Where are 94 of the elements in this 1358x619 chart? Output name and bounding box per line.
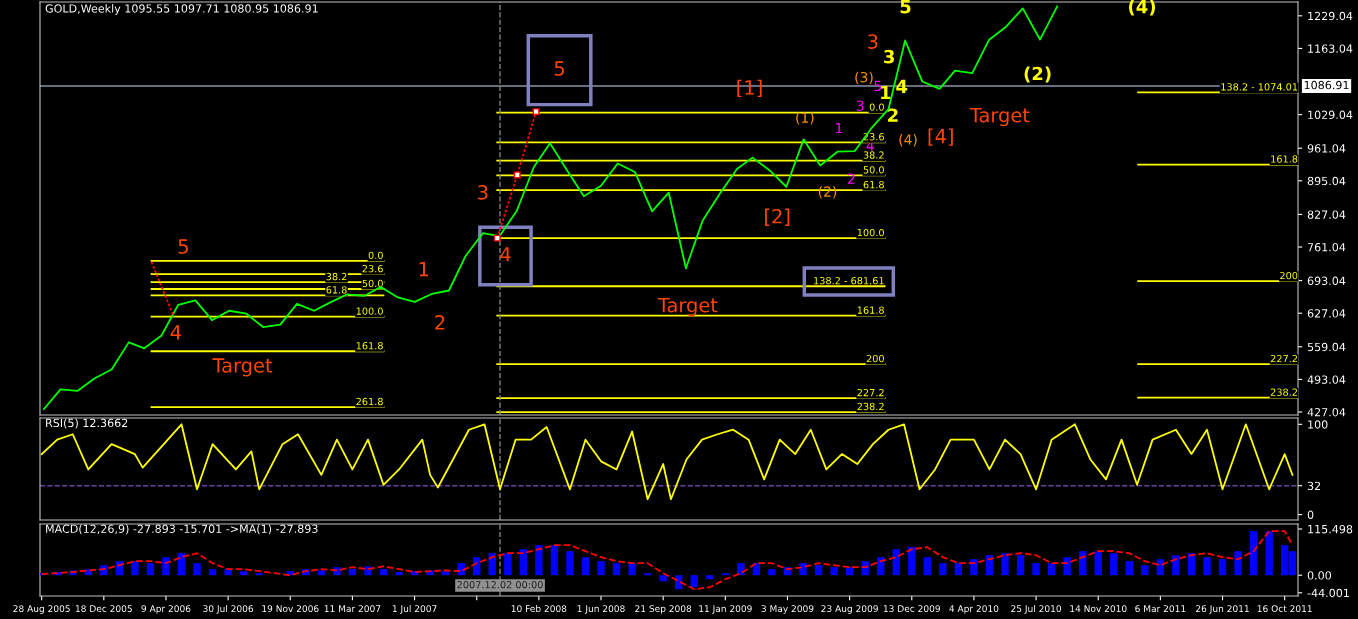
series-label: 100.0 xyxy=(356,307,383,315)
annotation: [4] xyxy=(928,128,953,146)
x-tick-label: 10 Feb 2008 xyxy=(511,605,567,613)
annotation: (2) xyxy=(1024,66,1051,83)
x-tick-label: 1 Jun 2008 xyxy=(577,605,625,614)
series-label: 38.2 xyxy=(326,272,347,281)
series-label: 238.2 xyxy=(1270,388,1298,396)
chart-title: MACD(12,26,9) -27.893 -15.701 ->MA(1) -27.893 xyxy=(46,524,318,535)
annotation: 3 xyxy=(868,34,878,49)
annotation: Target xyxy=(212,358,273,377)
annotation: [1] xyxy=(737,79,762,98)
x-tick-label: 4 Apr 2010 xyxy=(949,605,999,614)
y-tick-label: 1029.04 xyxy=(1308,110,1353,119)
x-tick-label: 3 May 2009 xyxy=(761,605,814,614)
annotation: 5 xyxy=(874,80,882,92)
x-tick-label: 19 Nov 2006 xyxy=(262,605,319,613)
x-tick-label: 14 Nov 2010 xyxy=(1070,605,1127,613)
annotation: 4 xyxy=(500,247,511,262)
series-label: 227.2 xyxy=(857,388,884,397)
series-label: 238.2 xyxy=(857,402,884,411)
y-tick-label: 493.04 xyxy=(1307,375,1346,384)
series-label: 227.2 xyxy=(1270,354,1298,363)
y-tick-label: 1229.04 xyxy=(1308,11,1353,21)
annotation: Target xyxy=(657,297,718,317)
annotation: 1 xyxy=(881,85,891,100)
series-label: 261.8 xyxy=(356,397,383,406)
annotation: 4 xyxy=(896,79,908,93)
x-tick-label: 9 Apr 2006 xyxy=(141,605,191,614)
series-label: 23.6 xyxy=(362,264,383,273)
y-tick-label: 627.04 xyxy=(1307,309,1346,318)
annotation: 2 xyxy=(435,315,445,330)
chart-title: RSI(5) 12.3662 xyxy=(46,418,128,429)
annotation: 2 xyxy=(888,108,898,122)
series-label: 50.0 xyxy=(863,166,884,174)
annotation: 1 xyxy=(835,122,842,134)
x-tick-label: 23 Aug 2009 xyxy=(821,605,878,614)
x-tick-label: 6 Mar 2011 xyxy=(1135,605,1186,613)
series-label: 61.8 xyxy=(863,180,884,189)
series-label: 61.8 xyxy=(326,286,347,294)
series-label: 161.8 xyxy=(356,342,383,350)
ref-line-label: 1086.91 xyxy=(1304,80,1349,90)
y-tick-label: 559.04 xyxy=(1307,342,1346,352)
x-tick-label: 18 Dec 2005 xyxy=(75,605,132,613)
y-tick-label: 693.04 xyxy=(1307,276,1346,285)
annotation: [2] xyxy=(765,208,790,226)
x-tick-label: 28 Aug 2005 xyxy=(13,605,70,614)
y-tick-label: 1163.04 xyxy=(1308,44,1353,53)
annotation: 5 xyxy=(554,61,565,76)
y-tick-label: 100 xyxy=(1308,420,1328,429)
x-tick-label: 11 Mar 2007 xyxy=(324,605,381,613)
y-tick-label: 115.498 xyxy=(1308,524,1353,534)
x-tick-label: 13 Dec 2009 xyxy=(883,605,940,613)
series-label: 200 xyxy=(866,354,884,363)
y-tick-label: 0 xyxy=(1307,510,1314,519)
series-label: 200 xyxy=(1280,271,1298,280)
series-label: 38.2 xyxy=(863,151,884,159)
series-label: 161.8 xyxy=(857,306,884,314)
series-label: 0.0 xyxy=(869,103,884,111)
ref-line-label: 2007.12.02 00:00 xyxy=(457,581,543,589)
annotation: 4 xyxy=(170,325,181,340)
series-label: 0.0 xyxy=(368,251,383,259)
chart-title: GOLD,Weekly 1095.55 1097.71 1080.95 1086.91 xyxy=(45,4,318,15)
annotation: 3 xyxy=(856,100,864,111)
annotation: 3 xyxy=(884,49,894,64)
annotation: (3) xyxy=(855,71,873,85)
y-tick-label: 761.04 xyxy=(1307,242,1346,252)
annotation: (4) xyxy=(1129,0,1155,16)
series-label: 138.2 - 681.61 xyxy=(814,277,884,285)
annotation: Target xyxy=(969,108,1030,127)
y-tick-label: -44.001 xyxy=(1307,588,1349,598)
y-tick-label: 961.04 xyxy=(1307,144,1346,153)
annotation: (4) xyxy=(899,134,917,147)
y-tick-label: 427.04 xyxy=(1307,407,1346,417)
annotation: 5 xyxy=(900,0,911,14)
series-label: 100.0 xyxy=(857,228,884,237)
annotation: 5 xyxy=(178,239,188,254)
x-tick-label: 26 Jun 2011 xyxy=(1196,605,1249,614)
y-tick-label: 0.00 xyxy=(1307,571,1332,580)
y-tick-label: 827.04 xyxy=(1307,210,1346,219)
x-tick-label: 25 Jul 2010 xyxy=(1011,605,1062,614)
x-tick-label: 1 Jul 2007 xyxy=(392,605,437,614)
x-tick-label: 21 Sep 2008 xyxy=(635,605,692,614)
x-tick-label: 16 Oct 2011 xyxy=(1257,605,1312,613)
annotation: 2 xyxy=(848,173,855,184)
y-tick-label: 32 xyxy=(1307,481,1321,491)
y-tick-label: 895.04 xyxy=(1307,176,1346,186)
x-tick-label: 30 Jul 2006 xyxy=(203,605,254,614)
series-label: 138.2 - 1074.01 xyxy=(1221,83,1298,91)
annotation: (1) xyxy=(796,112,814,125)
x-tick-label: 11 Jan 2009 xyxy=(699,605,752,614)
annotation: 3 xyxy=(478,184,488,200)
series-label: 161.8 xyxy=(1271,155,1298,163)
annotation: 1 xyxy=(419,262,429,277)
series-label: 50.0 xyxy=(362,279,383,288)
